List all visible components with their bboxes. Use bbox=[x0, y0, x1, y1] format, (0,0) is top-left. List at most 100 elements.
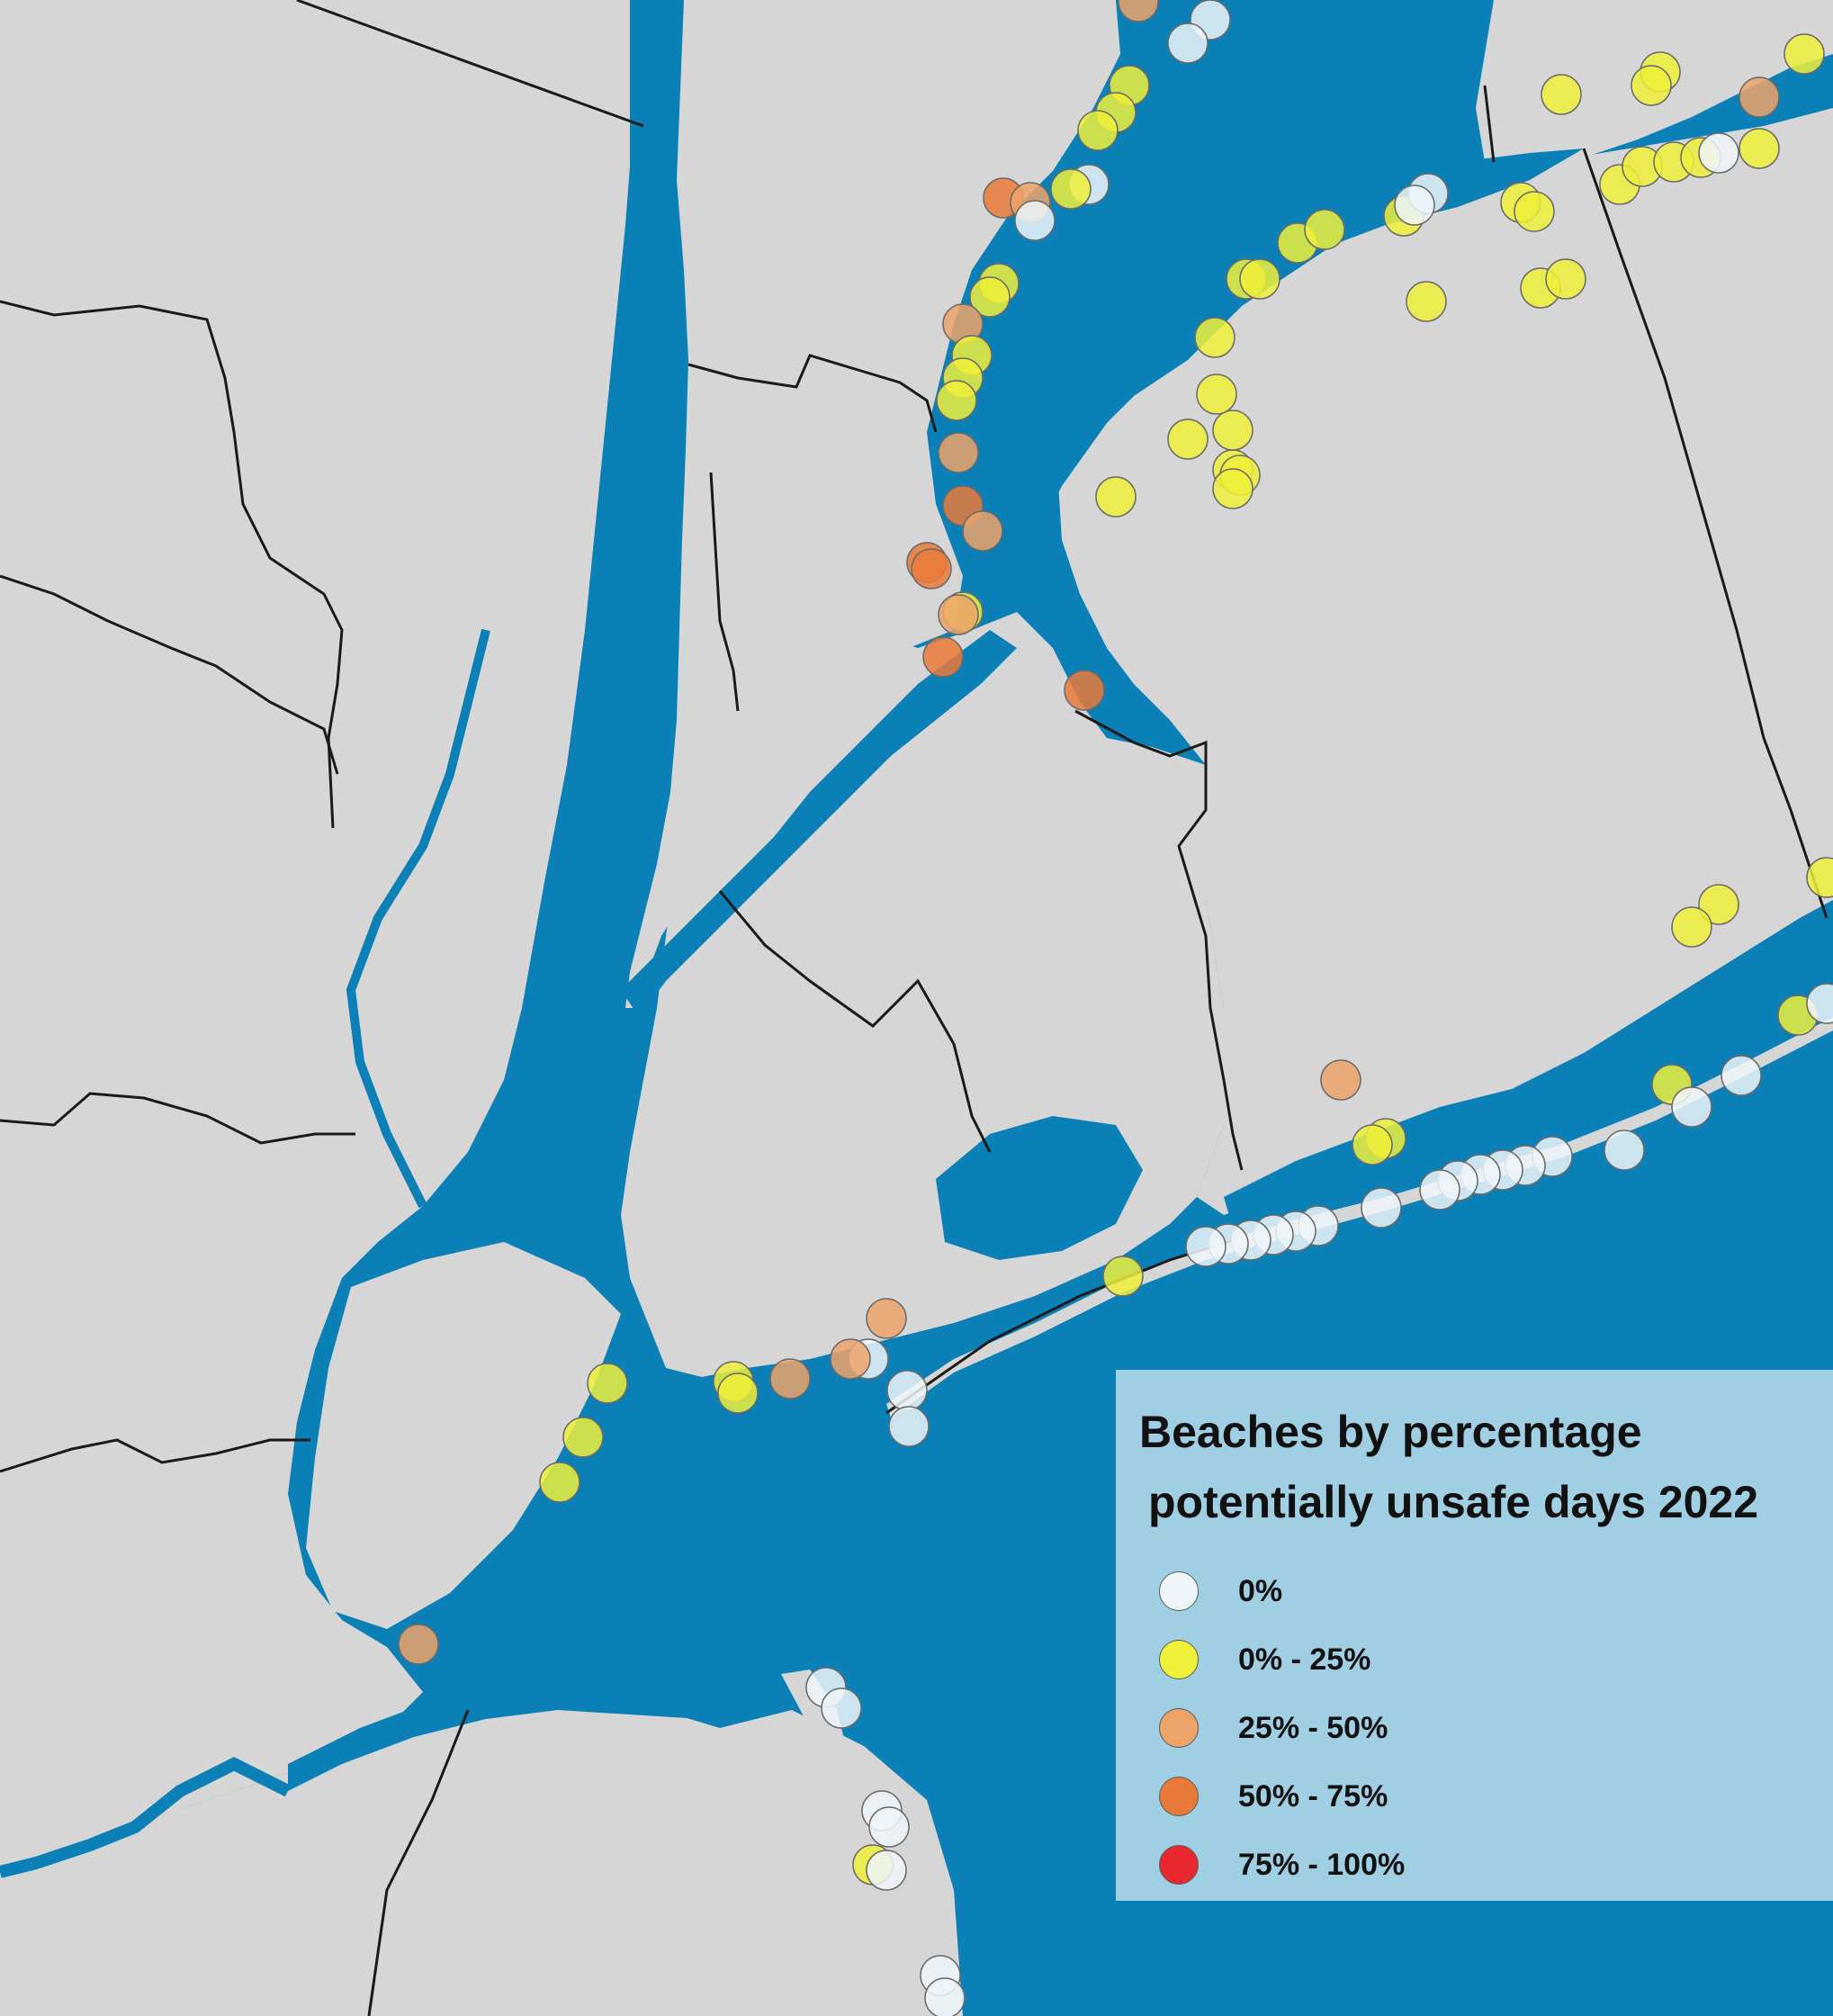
beach-marker[interactable] bbox=[938, 594, 979, 635]
boundary-ny-nj bbox=[296, 0, 644, 128]
land-sandy-hook bbox=[0, 1692, 963, 2016]
beach-marker[interactable] bbox=[562, 1417, 604, 1458]
boundary-queens-nassau bbox=[1074, 709, 1244, 1171]
beach-marker[interactable] bbox=[1304, 209, 1345, 250]
beach-marker[interactable] bbox=[539, 1462, 580, 1503]
beach-marker[interactable] bbox=[1671, 1086, 1712, 1128]
legend-label: 0% bbox=[1238, 1573, 1283, 1608]
beach-marker[interactable] bbox=[1419, 1169, 1460, 1210]
beach-marker[interactable] bbox=[936, 380, 977, 421]
boundary-westchester-bronx bbox=[687, 354, 938, 433]
beach-marker[interactable] bbox=[922, 636, 964, 678]
beach-marker[interactable] bbox=[888, 1406, 930, 1447]
boundary-union-middlesex bbox=[0, 1438, 310, 1473]
beach-marker[interactable] bbox=[1698, 132, 1739, 174]
water-raritan-bay bbox=[288, 1674, 781, 1791]
beach-marker[interactable] bbox=[1212, 410, 1253, 451]
land-staten-island bbox=[306, 1242, 621, 1629]
beach-marker[interactable] bbox=[1671, 906, 1712, 948]
land-westchester bbox=[621, 0, 1120, 1008]
beach-marker[interactable] bbox=[1167, 22, 1209, 64]
beach-marker[interactable] bbox=[1196, 374, 1237, 415]
water-jamaica-bay bbox=[936, 1116, 1143, 1260]
beach-marker[interactable] bbox=[969, 276, 1011, 318]
beach-marker[interactable] bbox=[1604, 1130, 1645, 1171]
beach-marker[interactable] bbox=[1239, 258, 1280, 300]
water-hudson bbox=[540, 0, 684, 1224]
beach-marker[interactable] bbox=[866, 1850, 907, 1891]
legend-label: 50% - 75% bbox=[1238, 1778, 1388, 1814]
beach-marker[interactable] bbox=[1102, 1256, 1144, 1297]
beach-marker[interactable] bbox=[1514, 191, 1555, 232]
water-raritan-river bbox=[0, 1757, 292, 1878]
water-passaic bbox=[346, 628, 490, 1209]
legend-item: 0% bbox=[1159, 1557, 1815, 1625]
boundary-nassau-suffolk bbox=[1582, 148, 1829, 919]
legend-swatch-circle-icon bbox=[1159, 1845, 1199, 1885]
beach-marker[interactable] bbox=[911, 548, 952, 590]
boundary-rockland-bergen bbox=[0, 300, 344, 829]
beach-marker[interactable] bbox=[1361, 1187, 1402, 1228]
beach-marker[interactable] bbox=[1185, 1226, 1226, 1267]
water-east-river bbox=[621, 630, 1017, 1017]
beach-marker[interactable] bbox=[587, 1363, 628, 1404]
beach-marker[interactable] bbox=[1167, 418, 1209, 460]
beach-marker[interactable] bbox=[866, 1298, 907, 1339]
beach-marker[interactable] bbox=[1118, 0, 1159, 22]
land-long-island bbox=[1057, 108, 1833, 1215]
beach-markers bbox=[398, 0, 1833, 2016]
beach-marker[interactable] bbox=[886, 1370, 928, 1411]
beach-marker[interactable] bbox=[717, 1372, 759, 1414]
boundary-bronx-queens bbox=[709, 472, 740, 712]
beach-marker[interactable] bbox=[1784, 33, 1825, 75]
beach-marker[interactable] bbox=[1541, 74, 1582, 115]
beach-marker[interactable] bbox=[398, 1624, 439, 1665]
boundary-essex-union bbox=[0, 1092, 355, 1145]
beach-marker[interactable] bbox=[1698, 884, 1739, 925]
beach-marker[interactable] bbox=[938, 432, 979, 473]
beach-marker[interactable] bbox=[1545, 258, 1586, 300]
boundary-nj-ct bbox=[1483, 85, 1496, 163]
legend-list: 0% 0% - 25% 25% - 50% 50% - 75% 75% - 10… bbox=[1139, 1557, 1815, 1899]
beach-marker[interactable] bbox=[1095, 476, 1137, 518]
legend-title-line1: Beaches by percentage bbox=[1139, 1407, 1642, 1457]
beach-marker[interactable] bbox=[1406, 281, 1447, 322]
beach-marker[interactable] bbox=[1194, 317, 1235, 358]
beach-marker[interactable] bbox=[769, 1358, 811, 1400]
boundary-bergen-passaic bbox=[0, 574, 339, 775]
beach-marker[interactable] bbox=[1806, 857, 1833, 898]
legend-title-line2: potentially unsafe days 2022 bbox=[1148, 1477, 1759, 1527]
legend-item: 50% - 75% bbox=[1159, 1762, 1815, 1831]
land-barrier-beach bbox=[886, 1017, 1833, 1418]
legend-title: Beaches by percentage potentially unsafe… bbox=[1139, 1397, 1815, 1537]
beach-marker[interactable] bbox=[1212, 468, 1253, 509]
beach-marker[interactable] bbox=[1394, 184, 1435, 226]
beach-marker[interactable] bbox=[1050, 168, 1092, 210]
beach-marker[interactable] bbox=[1320, 1059, 1361, 1101]
beach-marker[interactable] bbox=[1739, 128, 1780, 169]
land-sandy-hook-spit bbox=[781, 1670, 936, 2016]
legend-item: 25% - 50% bbox=[1159, 1694, 1815, 1762]
beach-marker[interactable] bbox=[962, 510, 1003, 552]
beach-marker[interactable] bbox=[1631, 65, 1672, 106]
beach-marker[interactable] bbox=[1739, 76, 1780, 118]
beach-marker[interactable] bbox=[868, 1806, 910, 1848]
beach-marker[interactable] bbox=[1077, 110, 1119, 151]
beach-marker[interactable] bbox=[924, 1977, 966, 2016]
legend-swatch-circle-icon bbox=[1159, 1708, 1199, 1748]
beach-marker[interactable] bbox=[1064, 670, 1105, 711]
boundary-brooklyn-queens bbox=[718, 890, 992, 1153]
legend-swatch-circle-icon bbox=[1159, 1640, 1199, 1679]
land-new-jersey bbox=[0, 0, 641, 1890]
beach-marker[interactable] bbox=[1014, 200, 1056, 241]
boundary-south-nj bbox=[367, 1709, 470, 2016]
beach-marker[interactable] bbox=[821, 1688, 862, 1729]
legend-label: 0% - 25% bbox=[1238, 1642, 1371, 1677]
legend-label: 75% - 100% bbox=[1238, 1847, 1406, 1882]
legend-label: 25% - 50% bbox=[1238, 1710, 1388, 1745]
beach-marker[interactable] bbox=[1352, 1124, 1393, 1166]
beach-marker[interactable] bbox=[830, 1338, 871, 1380]
beach-marker[interactable] bbox=[1721, 1055, 1762, 1096]
beach-marker[interactable] bbox=[1806, 983, 1833, 1024]
